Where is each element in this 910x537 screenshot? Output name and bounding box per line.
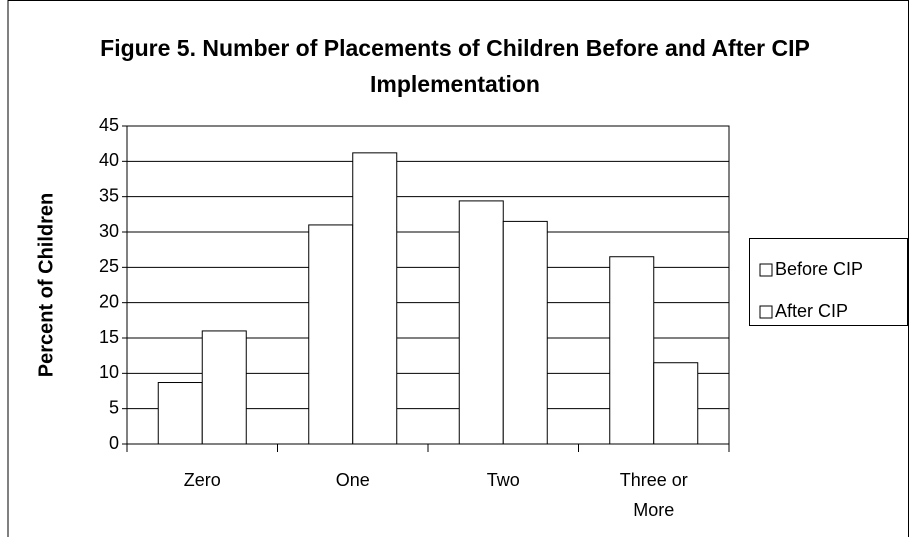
bar <box>352 152 398 445</box>
bar <box>157 382 203 445</box>
y-tick-label: 0 <box>109 433 119 453</box>
legend-swatch <box>759 305 773 319</box>
y-tick-label: 25 <box>99 256 119 276</box>
x-tick-label: Zero <box>183 470 221 490</box>
y-tick-label: 20 <box>99 291 119 311</box>
bar <box>653 362 699 445</box>
bar <box>308 224 354 445</box>
y-tick-label: 10 <box>99 362 119 382</box>
legend-box <box>749 238 908 326</box>
y-tick-label: 15 <box>99 327 119 347</box>
chart-frame <box>7 0 909 537</box>
y-tick-label: 30 <box>99 221 119 241</box>
y-axis-label: Percent of Children <box>35 193 57 377</box>
x-tick-label: Three or More <box>619 470 688 520</box>
x-tick-label: Two <box>486 470 520 490</box>
legend-swatch <box>759 263 773 277</box>
bar <box>502 220 548 445</box>
bar <box>609 256 655 445</box>
y-tick-label: 45 <box>99 115 119 135</box>
y-tick-label: 40 <box>99 150 119 170</box>
chart-title: Figure 5. Number of Placements of Childr… <box>100 35 810 97</box>
x-tick-label: One <box>335 470 370 490</box>
y-tick-label: 5 <box>109 397 119 417</box>
bar <box>201 330 247 445</box>
legend-label: After CIP <box>775 301 848 321</box>
legend-label: Before CIP <box>775 259 863 279</box>
y-tick-label: 35 <box>99 185 119 205</box>
bar <box>458 200 504 445</box>
